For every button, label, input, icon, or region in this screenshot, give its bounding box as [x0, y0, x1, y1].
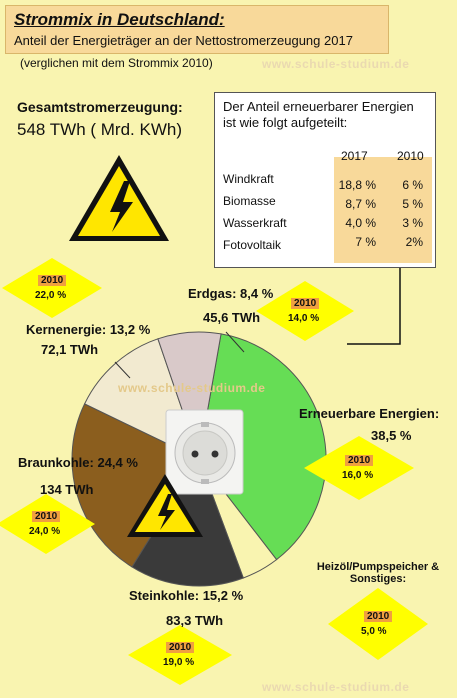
- badge-2010-value-0: 16,0 %: [342, 470, 374, 481]
- label-steinkohle-twh: 83,3 TWh: [166, 613, 224, 628]
- power-socket-icon: [165, 409, 244, 495]
- label-kernenergie: Kernenergie: 13,2 %: [26, 322, 150, 337]
- pie-slice-5: [157, 331, 222, 460]
- watermark-pie: www.schule-studium.de: [118, 381, 266, 395]
- label-steinkohle: Steinkohle: 15,2 %: [129, 588, 243, 603]
- badge-2010-year-3: 2010: [32, 511, 61, 522]
- info-box-values-background: [334, 157, 432, 263]
- badge-2010-shape-2: [128, 625, 232, 685]
- badge-layer: [0, 258, 428, 685]
- label-braunkohle: Braunkohle: 24,4 %: [18, 455, 138, 470]
- label-erdgas: Erdgas: 8,4 %: [188, 286, 273, 301]
- info-row-wasserkraft-2017: 4,0 %: [345, 216, 376, 230]
- info-row-wasserkraft-2010: 3 %: [402, 216, 423, 230]
- badge-2010-value-3: 24,0 %: [29, 526, 61, 537]
- leader-line-0: [225, 331, 245, 353]
- chart-subtitle: Anteil der Energieträger an der Nettostr…: [14, 33, 353, 48]
- info-row-biomasse-name: Biomasse: [223, 194, 276, 208]
- total-value: 548 TWh ( Mrd. KWh): [17, 120, 182, 139]
- label-kernenergie-percent: 13,2 %: [109, 322, 151, 337]
- info-row-biomasse-2010: 5 %: [402, 197, 423, 211]
- badge-2010-year-2: 2010: [166, 642, 195, 653]
- badge-2010-shape-5: [256, 281, 354, 341]
- label-steinkohle-percent: 15,2 %: [202, 588, 244, 603]
- label-erdgas-twh: 45,6 TWh: [203, 310, 261, 325]
- title-box: Strommix in Deutschland: Anteil der Ener…: [5, 5, 389, 54]
- leader-line-1: [114, 361, 131, 379]
- label-braunkohle-twh: 134 TWh: [40, 482, 94, 497]
- label-braunkohle-percent: 24,4 %: [97, 455, 138, 470]
- info-box-title: Der Anteil erneuerbarer Energien ist wie…: [223, 99, 414, 131]
- badge-2010-value-2: 19,0 %: [163, 657, 195, 668]
- label-erneuerbare-percent: 38,5 %: [371, 428, 412, 443]
- info-row-wasserkraft-name: Wasserkraft: [223, 216, 287, 230]
- high-voltage-warning-icon: [69, 155, 169, 241]
- chart-title: Strommix in Deutschland:: [14, 10, 225, 29]
- high-voltage-center-icon: [127, 474, 203, 537]
- badge-2010-shape-3: [0, 494, 95, 554]
- badge-2010-value-1: 5,0 %: [361, 626, 387, 637]
- badge-2010-value-4: 22,0 %: [35, 290, 67, 301]
- badge-2010-value-5: 14,0 %: [288, 313, 320, 324]
- label-braunkohle-name: Braunkohle:: [18, 455, 94, 470]
- badge-2010-year-4: 2010: [38, 275, 67, 286]
- badge-2010-year-1: 2010: [364, 611, 393, 622]
- badge-2010-year-5: 2010: [291, 298, 320, 309]
- info-row-fotovoltaik-2010: 2%: [405, 235, 423, 249]
- label-erdgas-name: Erdgas:: [188, 286, 237, 301]
- label-erdgas-percent: 8,4 %: [240, 286, 274, 301]
- comparison-note: (verglichen mit dem Strommix 2010): [20, 56, 213, 70]
- label-steinkohle-name: Steinkohle:: [129, 588, 200, 603]
- total-label: Gesamtstromerzeugung:: [17, 99, 183, 115]
- info-row-fotovoltaik-name: Fotovoltaik: [223, 238, 282, 252]
- info-connector-line: [347, 268, 401, 345]
- info-row-biomasse-2017: 8,7 %: [345, 197, 376, 211]
- badge-2010-shape-1: [328, 588, 428, 660]
- label-kernenergie-name: Kernenergie:: [26, 322, 107, 337]
- info-row-windkraft-name: Windkraft: [223, 172, 274, 186]
- label-sonstiges: Heizöl/Pumpspeicher & Sonstiges:: [316, 561, 440, 585]
- watermark-bottom: www.schule-studium.de: [262, 680, 410, 694]
- label-erneuerbare-name: Erneuerbare Energien:: [299, 406, 440, 421]
- label-kernenergie-twh: 72,1 TWh: [41, 342, 99, 357]
- badge-2010-shape-0: [304, 436, 414, 500]
- info-box-title-line2: ist wie folgt aufgeteilt:: [223, 115, 348, 130]
- badge-2010-year-0: 2010: [345, 455, 374, 466]
- info-col-2017: 2017: [341, 149, 368, 163]
- info-box-title-line1: Der Anteil erneuerbarer Energien: [223, 99, 414, 114]
- info-row-windkraft-2010: 6 %: [402, 178, 423, 192]
- watermark: www.schule-studium.de: [262, 57, 410, 71]
- info-row-windkraft-2017: 18,8 %: [338, 178, 376, 192]
- badge-2010-shape-4: [2, 258, 102, 318]
- info-row-fotovoltaik-2017: 7 %: [355, 235, 376, 249]
- info-col-2010: 2010: [397, 149, 424, 163]
- renewables-info-box: Der Anteil erneuerbarer Energien ist wie…: [214, 92, 436, 268]
- pie-slice-0: [198, 333, 327, 561]
